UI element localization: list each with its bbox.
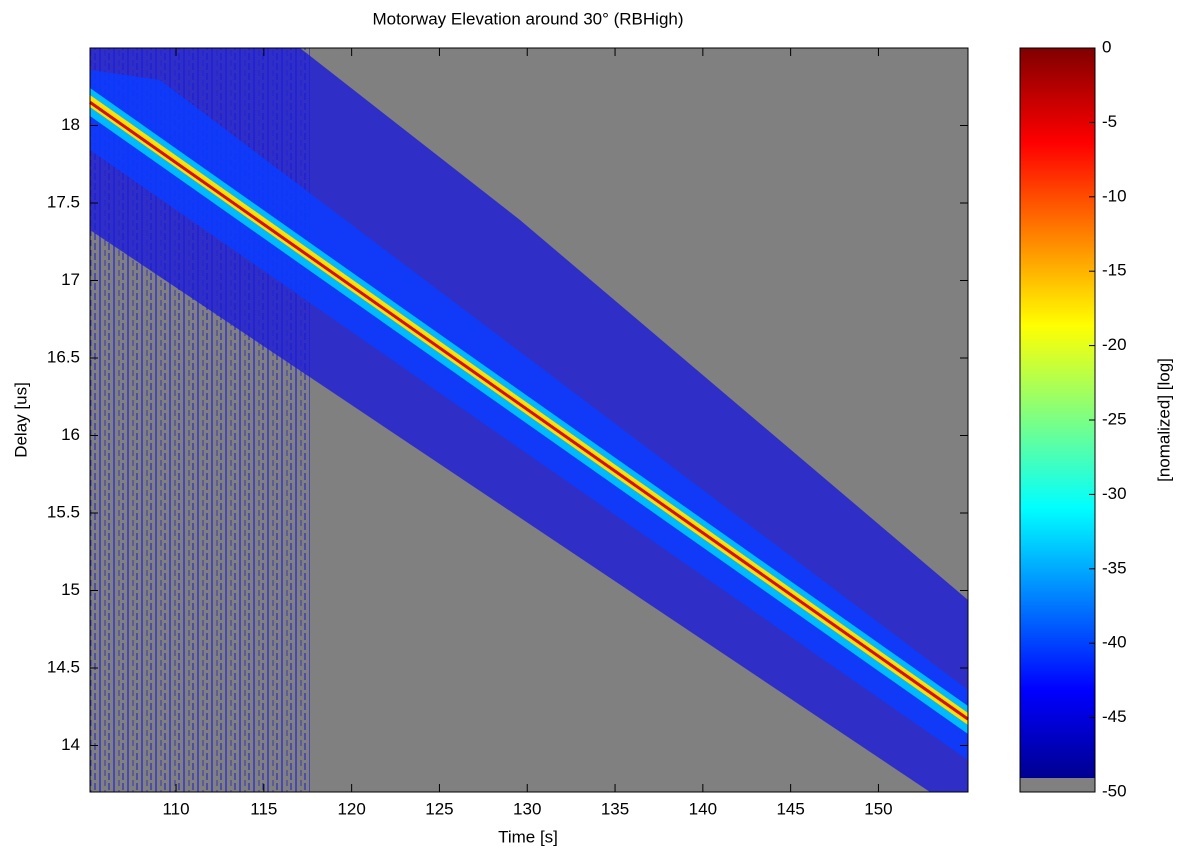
x-tick-label: 115	[250, 799, 277, 818]
y-tick-label: 15.5	[47, 502, 80, 521]
colorbar-tick-label: -5	[1102, 112, 1117, 131]
y-tick-label: 15	[61, 580, 80, 599]
colorbar-tick-label: -40	[1102, 633, 1127, 652]
colorbar-label: [nomalized] [log]	[1154, 358, 1173, 482]
colorbar-tick-label: -45	[1102, 707, 1127, 726]
y-tick-label: 16.5	[47, 347, 80, 366]
plot-area	[90, 48, 968, 792]
y-tick-label: 17	[61, 270, 80, 289]
y-tick-label: 17.5	[47, 192, 80, 211]
plot-frame	[89, 47, 969, 793]
y-tick-label: 14.5	[47, 657, 80, 676]
y-tick-label: 18	[61, 115, 80, 134]
colorbar-tick-label: -50	[1102, 781, 1127, 800]
colorbar-tick-label: -10	[1102, 186, 1127, 205]
y-tick-label: 14	[61, 735, 80, 754]
colorbar-floor	[1020, 778, 1095, 792]
y-tick-label: 16	[61, 425, 80, 444]
colorbar-tick-label: -30	[1102, 484, 1127, 503]
colorbar-tick-label: -25	[1102, 409, 1127, 428]
colorbar-tick-label: -15	[1102, 261, 1127, 280]
colorbar-tick-label: 0	[1102, 37, 1111, 56]
chart-title: Motorway Elevation around 30° (RBHigh)	[372, 9, 683, 28]
colorbar	[1020, 48, 1095, 778]
y-axis-label: Delay [us]	[11, 382, 30, 458]
x-axis-label: Time [s]	[498, 827, 558, 846]
x-tick-label: 145	[776, 799, 804, 818]
colorbar-tick-label: -35	[1102, 558, 1127, 577]
x-tick-label: 150	[864, 799, 892, 818]
x-tick-label: 110	[162, 799, 189, 818]
x-tick-label: 130	[513, 799, 541, 818]
x-tick-label: 120	[337, 799, 365, 818]
ridge-line	[89, 101, 969, 721]
x-tick-label: 125	[425, 799, 453, 818]
x-tick-label: 135	[601, 799, 629, 818]
colorbar-tick-label: -20	[1102, 335, 1127, 354]
x-tick-label: 140	[689, 799, 717, 818]
